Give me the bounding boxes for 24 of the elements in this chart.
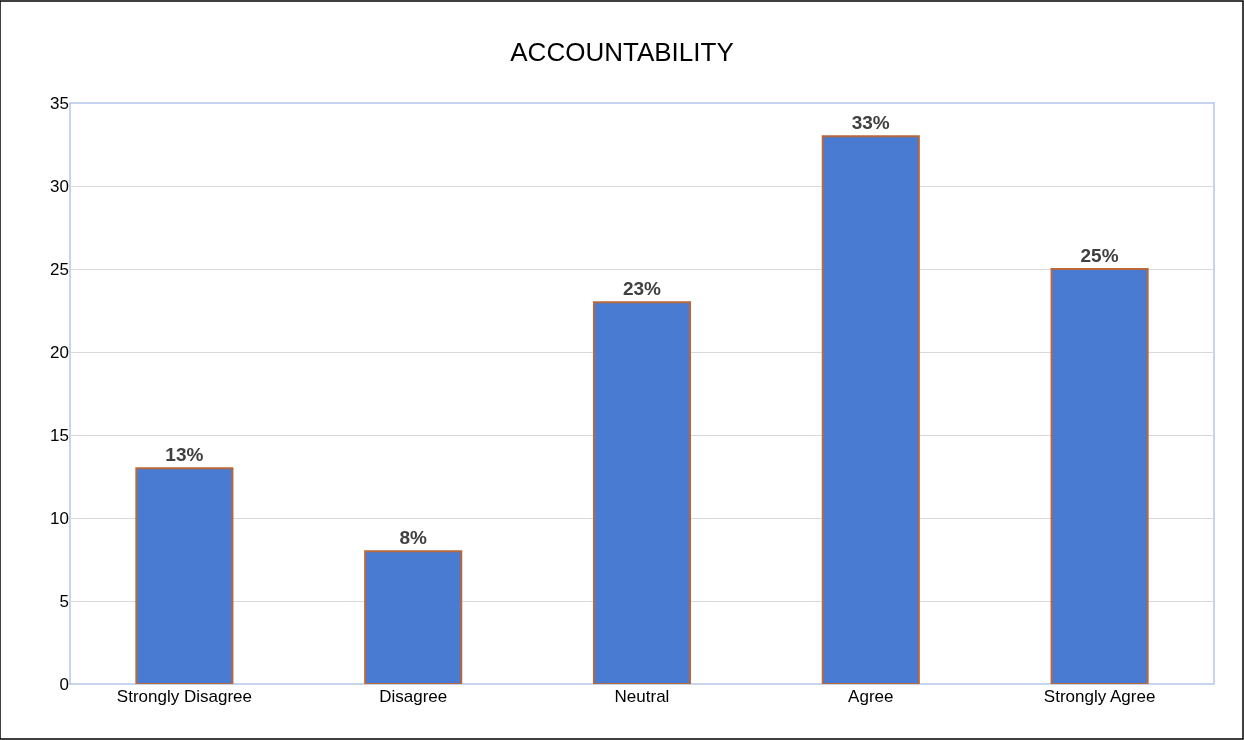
data-label: 13% <box>165 444 204 466</box>
bar <box>821 135 920 684</box>
x-tick-label: Strongly Agree <box>1043 687 1156 706</box>
x-tick-label: Neutral <box>614 687 670 706</box>
y-tick-label: 15 <box>50 425 69 445</box>
data-label: 33% <box>851 112 890 134</box>
data-label: 23% <box>622 278 662 300</box>
x-tick-label: Agree <box>848 687 894 706</box>
y-tick-label: 0 <box>59 674 69 694</box>
y-tick-label: 35 <box>50 93 69 113</box>
x-tick-label: Disagree <box>379 687 448 706</box>
bar <box>364 550 463 684</box>
bar <box>592 301 692 684</box>
y-tick-label: 30 <box>50 176 69 196</box>
y-tick-label: 20 <box>50 342 69 362</box>
x-tick-label: Strongly Disagree <box>116 687 252 706</box>
data-label: 25% <box>1080 245 1119 266</box>
y-tick-label: 5 <box>59 591 69 611</box>
y-tick-label: 10 <box>50 508 69 528</box>
chart-title: ACCOUNTABILITY <box>510 36 734 67</box>
y-tick-label: 25 <box>50 259 69 279</box>
data-label: 8% <box>399 527 427 549</box>
bar <box>1050 268 1149 684</box>
bar <box>135 467 234 684</box>
